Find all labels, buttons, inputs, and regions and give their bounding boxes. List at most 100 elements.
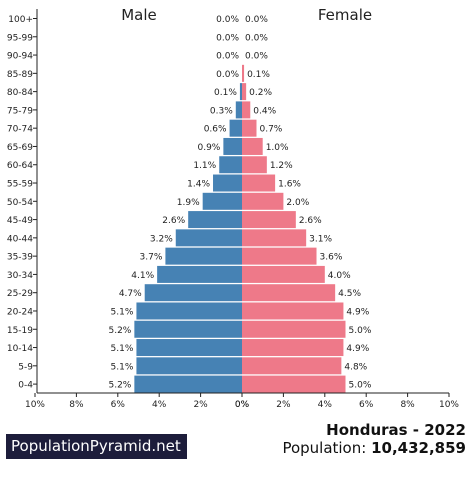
population-line: Population: 10,432,859 xyxy=(282,439,466,458)
female-title: Female xyxy=(318,6,372,24)
x-tick-label-female: 2% xyxy=(276,400,291,410)
female-bar xyxy=(242,211,296,229)
female-bar xyxy=(242,339,344,357)
male-bar xyxy=(213,174,242,192)
female-value-label: 5.0% xyxy=(349,381,372,391)
female-value-label: 0.0% xyxy=(245,52,268,62)
male-value-label: 4.7% xyxy=(119,289,142,299)
male-bar xyxy=(165,247,242,265)
brand-logo: PopulationPyramid.net xyxy=(6,434,187,459)
male-bar xyxy=(175,229,242,247)
female-bar xyxy=(242,357,342,375)
age-group-label: 40-44 xyxy=(7,234,33,244)
female-value-label: 0.0% xyxy=(245,15,268,25)
male-title: Male xyxy=(121,6,157,24)
x-tick-label-female: 10% xyxy=(439,400,459,410)
female-value-label: 4.9% xyxy=(346,344,369,354)
age-group-label: 75-79 xyxy=(7,106,33,116)
female-value-label: 0.1% xyxy=(247,70,270,80)
female-bar xyxy=(242,83,247,101)
male-bar xyxy=(235,101,242,119)
female-value-label: 0.4% xyxy=(253,106,276,116)
x-tick-label-male: 0% xyxy=(235,400,250,410)
age-group-label: 30-34 xyxy=(7,271,33,281)
male-value-label: 0.0% xyxy=(216,33,239,43)
female-value-label: 1.6% xyxy=(278,180,301,190)
male-value-label: 1.9% xyxy=(177,198,200,208)
male-bar xyxy=(223,137,242,155)
male-value-label: 1.4% xyxy=(187,180,210,190)
age-group-label: 90-94 xyxy=(7,52,33,62)
male-bar xyxy=(202,192,242,210)
age-group-label: 45-49 xyxy=(7,216,33,226)
female-bar xyxy=(242,247,317,265)
male-bar xyxy=(136,302,242,320)
female-bar xyxy=(242,174,276,192)
male-value-label: 0.9% xyxy=(197,143,220,153)
female-value-label: 1.0% xyxy=(266,143,289,153)
age-group-label: 70-74 xyxy=(7,125,33,135)
female-bar xyxy=(242,284,336,302)
age-group-label: 55-59 xyxy=(7,180,33,190)
male-value-label: 5.2% xyxy=(108,326,131,336)
male-bar xyxy=(188,211,242,229)
male-value-label: 3.2% xyxy=(150,234,173,244)
age-group-label: 80-84 xyxy=(7,88,33,98)
age-group-label: 65-69 xyxy=(7,143,33,153)
male-value-label: 0.0% xyxy=(216,70,239,80)
x-tick-label-male: 6% xyxy=(111,400,126,410)
female-value-label: 4.8% xyxy=(344,362,367,372)
female-value-label: 3.6% xyxy=(320,253,343,263)
female-value-label: 1.2% xyxy=(270,161,293,171)
male-bar xyxy=(239,83,242,101)
male-value-label: 5.1% xyxy=(111,344,134,354)
chart-info: Honduras - 2022 Population: 10,432,859 xyxy=(282,422,466,458)
female-bar xyxy=(242,320,346,338)
population-label: Population: xyxy=(282,439,367,457)
female-value-label: 4.9% xyxy=(346,307,369,317)
male-value-label: 5.2% xyxy=(108,381,131,391)
female-value-label: 3.1% xyxy=(309,234,332,244)
female-value-label: 0.0% xyxy=(245,33,268,43)
female-value-label: 4.0% xyxy=(328,271,351,281)
age-group-label: 95-99 xyxy=(7,33,33,43)
female-value-label: 2.0% xyxy=(286,198,309,208)
x-tick-label-female: 0% xyxy=(235,400,250,410)
male-value-label: 4.1% xyxy=(131,271,154,281)
age-group-label: 20-24 xyxy=(7,307,33,317)
x-tick-label-female: 6% xyxy=(359,400,374,410)
x-tick-label-male: 4% xyxy=(152,400,167,410)
female-bar xyxy=(242,156,267,174)
male-value-label: 5.1% xyxy=(111,307,134,317)
country-year-label: Honduras - 2022 xyxy=(326,421,466,439)
female-bar xyxy=(242,101,251,119)
male-value-label: 0.6% xyxy=(204,125,227,135)
female-bar xyxy=(242,119,257,137)
female-bar xyxy=(242,302,344,320)
female-bar xyxy=(242,137,263,155)
male-value-label: 5.1% xyxy=(111,362,134,372)
x-tick-label-female: 4% xyxy=(318,400,333,410)
male-value-label: 0.3% xyxy=(210,106,233,116)
x-tick-label-male: 10% xyxy=(25,400,45,410)
female-bar xyxy=(242,192,284,210)
male-value-label: 1.1% xyxy=(193,161,216,171)
age-group-label: 25-29 xyxy=(7,289,33,299)
male-value-label: 3.7% xyxy=(140,253,163,263)
female-bar xyxy=(242,229,307,247)
female-bar xyxy=(242,265,325,283)
female-value-label: 4.5% xyxy=(338,289,361,299)
age-group-label: 60-64 xyxy=(7,161,33,171)
age-group-label: 5-9 xyxy=(18,362,33,372)
female-value-label: 0.2% xyxy=(249,88,272,98)
x-tick-label-male: 8% xyxy=(69,400,84,410)
male-bar xyxy=(136,339,242,357)
male-bar xyxy=(229,119,242,137)
male-bar xyxy=(144,284,242,302)
female-bar xyxy=(242,375,346,393)
female-value-label: 0.7% xyxy=(259,125,282,135)
male-value-label: 0.0% xyxy=(216,52,239,62)
age-group-label: 10-14 xyxy=(7,344,33,354)
x-tick-label-male: 2% xyxy=(193,400,208,410)
female-bar xyxy=(242,64,245,82)
